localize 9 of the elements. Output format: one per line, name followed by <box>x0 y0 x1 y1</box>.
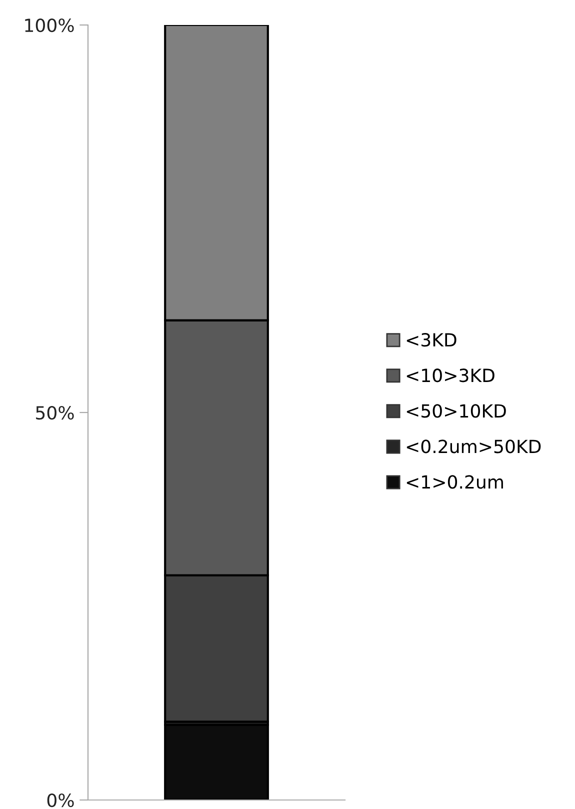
legend-label: <3KD <box>406 333 456 347</box>
y-tick-label: 100% <box>25 18 74 32</box>
legend-label: <50>10KD <box>406 404 506 418</box>
bar <box>164 724 269 800</box>
y-tick-label: 0% <box>47 793 74 808</box>
legend-label: <0.2um>50KD <box>406 440 541 454</box>
legend-label: <10>3KD <box>406 368 494 382</box>
legend-label: <1>0.2um <box>406 475 503 489</box>
y-tick-label: 50% <box>36 406 74 420</box>
